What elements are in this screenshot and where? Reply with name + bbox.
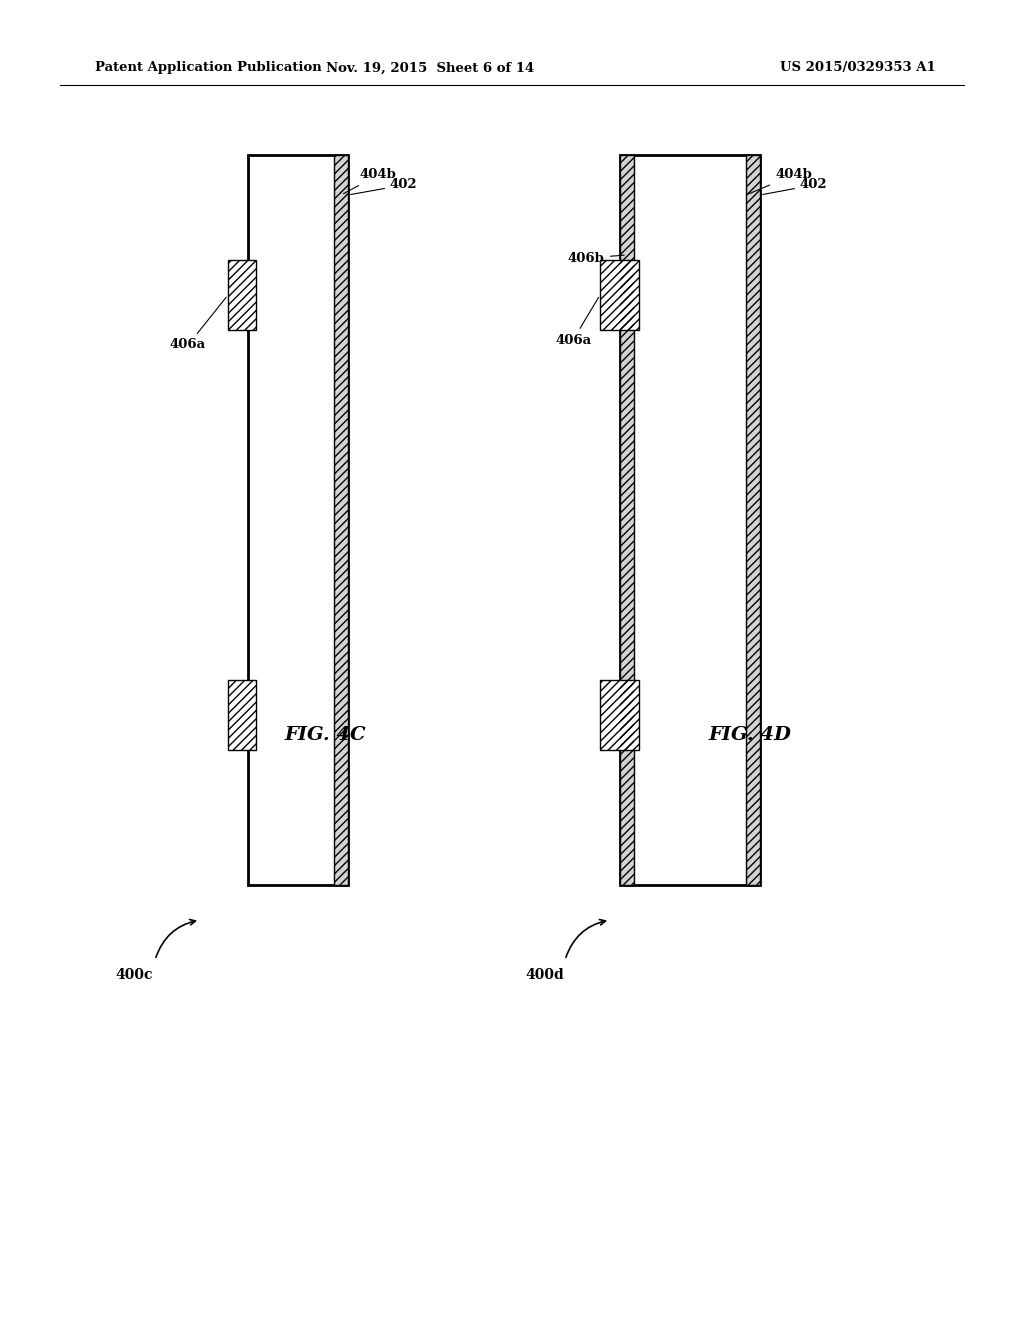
Bar xyxy=(248,154,348,884)
Text: FIG. 4D: FIG. 4D xyxy=(709,726,792,744)
Bar xyxy=(600,680,639,750)
Bar xyxy=(620,154,634,884)
Bar xyxy=(746,154,760,884)
Text: 406b: 406b xyxy=(568,252,625,264)
Text: FIG. 4C: FIG. 4C xyxy=(285,726,366,744)
Bar xyxy=(228,680,256,750)
Text: 406a: 406a xyxy=(170,297,226,351)
Bar xyxy=(620,154,760,884)
Text: Nov. 19, 2015  Sheet 6 of 14: Nov. 19, 2015 Sheet 6 of 14 xyxy=(326,62,535,74)
Text: 406a: 406a xyxy=(555,297,599,346)
Text: 400d: 400d xyxy=(525,968,564,982)
Bar xyxy=(600,260,639,330)
Bar xyxy=(228,680,256,750)
Bar xyxy=(228,260,256,330)
Text: US 2015/0329353 A1: US 2015/0329353 A1 xyxy=(780,62,936,74)
Bar xyxy=(620,154,634,884)
Bar xyxy=(600,260,639,330)
Text: 404b: 404b xyxy=(343,169,397,194)
Text: 402: 402 xyxy=(763,178,827,194)
Text: 400c: 400c xyxy=(115,968,153,982)
Bar xyxy=(600,680,639,750)
Bar xyxy=(746,154,760,884)
Bar xyxy=(334,154,348,884)
Text: 402: 402 xyxy=(351,178,418,194)
Text: Patent Application Publication: Patent Application Publication xyxy=(95,62,322,74)
Bar xyxy=(228,260,256,330)
Text: 404b: 404b xyxy=(749,169,812,194)
Bar xyxy=(334,154,348,884)
